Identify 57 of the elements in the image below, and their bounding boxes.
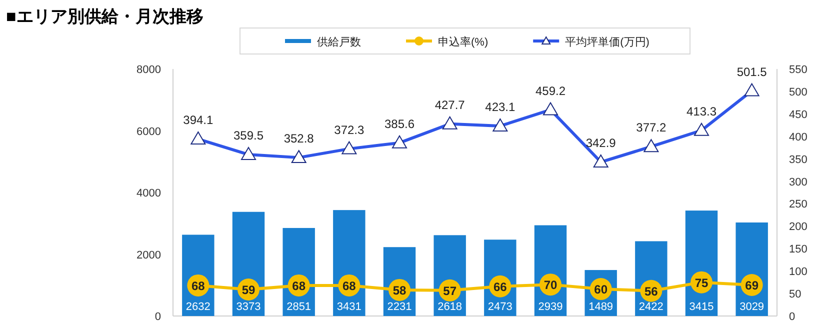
data-label: 359.5 (233, 128, 264, 143)
legend-label: 申込率(%) (438, 36, 488, 48)
data-label: 59 (242, 283, 256, 298)
data-label: 3029 (740, 301, 764, 313)
y2-tick-label: 550 (789, 64, 808, 76)
data-label: 2632 (186, 301, 210, 313)
y2-tick-label: 300 (789, 176, 808, 188)
data-label: 70 (544, 278, 558, 292)
legend-label: 平均坪単価(万円) (565, 36, 650, 48)
y-tick-label: 4000 (136, 188, 161, 200)
data-label: 68 (342, 278, 356, 293)
data-label: 60 (594, 282, 608, 297)
data-label: 385.6 (384, 116, 415, 131)
data-label: 501.5 (736, 64, 768, 79)
y-tick-label: 0 (154, 311, 161, 323)
data-label: 372.3 (334, 122, 365, 137)
data-label: 66 (493, 280, 508, 294)
data-label: 377.2 (636, 120, 667, 135)
data-label: 423.1 (485, 100, 516, 114)
y2-tick-label: 100 (789, 266, 808, 278)
y2-tick-label: 450 (789, 108, 808, 121)
data-label: 57 (443, 284, 457, 298)
legend-label: 供給戸数 (317, 36, 361, 48)
data-label: 342.9 (586, 136, 616, 150)
data-label: 413.3 (686, 104, 717, 118)
data-label: 75 (694, 276, 708, 290)
y2-tick-label: 500 (789, 86, 808, 98)
y2-tick-label: 0 (789, 311, 796, 323)
y-tick-label: 6000 (136, 126, 161, 138)
data-label: 56 (644, 284, 658, 298)
y2-tick-label: 250 (789, 198, 808, 211)
data-label: 352.8 (284, 132, 314, 146)
y2-tick-label: 200 (789, 221, 808, 234)
y2-tick-label: 50 (789, 288, 802, 301)
data-label: 1489 (588, 301, 614, 313)
chart-title: ■エリア別供給・月次推移 (6, 7, 204, 26)
data-label: 2939 (538, 301, 563, 313)
data-label: 58 (392, 283, 406, 298)
data-label: 2231 (387, 301, 412, 313)
y-tick-label: 8000 (136, 64, 161, 76)
data-label: 3415 (689, 301, 714, 313)
data-label: 69 (745, 278, 759, 293)
y2-tick-label: 400 (789, 131, 808, 144)
y2-tick-label: 350 (789, 154, 808, 166)
data-label: 2618 (438, 301, 462, 313)
data-label: 2473 (488, 301, 512, 313)
data-label: 394.1 (183, 113, 214, 128)
data-label: 427.7 (434, 98, 466, 112)
data-label: 3431 (336, 301, 362, 313)
data-label: 2422 (638, 301, 664, 313)
data-label: 2851 (286, 301, 312, 313)
data-label: 68 (191, 278, 206, 293)
y-tick-label: 2000 (136, 249, 161, 262)
data-label: 68 (292, 278, 306, 293)
y2-tick-label: 150 (789, 244, 808, 256)
data-label: 459.2 (535, 84, 566, 98)
data-label: 3373 (236, 301, 261, 313)
